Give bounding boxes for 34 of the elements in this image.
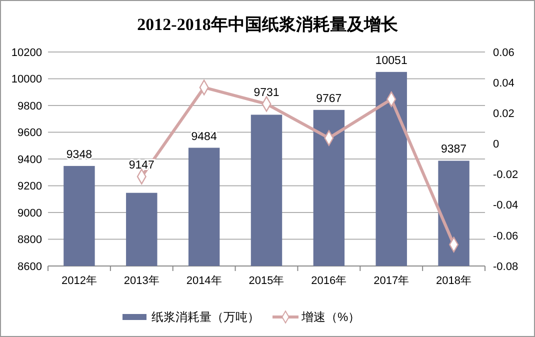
text: 9484 bbox=[191, 130, 217, 143]
y-tick-label: 10000 bbox=[11, 74, 42, 86]
y-tick-label: 9800 bbox=[18, 100, 42, 112]
x-tick-label: 2014年 bbox=[186, 275, 222, 287]
text: 9348 bbox=[66, 148, 92, 161]
y-tick-label: 9400 bbox=[18, 154, 42, 166]
y2-tick-label: -0.06 bbox=[493, 230, 518, 242]
y-tick-label: 9600 bbox=[18, 127, 42, 140]
y-tick-label: 8600 bbox=[18, 260, 42, 273]
x-tick-label: 2013年 bbox=[124, 275, 160, 287]
x-tick-label: 2015年 bbox=[248, 275, 284, 287]
y-tick-label: 9000 bbox=[18, 207, 42, 220]
y-tick-label: 8800 bbox=[18, 234, 42, 246]
y2-tick-label: 0.02 bbox=[493, 108, 514, 120]
legend-label: 纸浆消耗量（万吨） bbox=[152, 310, 260, 324]
y-tick-label: 9200 bbox=[18, 180, 42, 193]
text: 9767 bbox=[316, 92, 342, 105]
x-tick-label: 2016年 bbox=[311, 275, 347, 287]
y-tick-label: 10200 bbox=[11, 46, 42, 59]
y2-tick-label: -0.02 bbox=[493, 169, 518, 182]
y2-tick-label: -0.04 bbox=[493, 200, 518, 212]
x-tick-label: 2012年 bbox=[61, 275, 97, 287]
text: 9147 bbox=[128, 160, 154, 172]
text: 10051 bbox=[375, 54, 408, 67]
x-tick-label: 2018年 bbox=[436, 275, 472, 287]
text: 9387 bbox=[440, 144, 467, 156]
legend-label: 增速（%） bbox=[300, 310, 360, 324]
chart-title: 2012-2018年中国纸浆消耗量及增长 bbox=[137, 15, 399, 34]
y2-tick-label: 0 bbox=[493, 138, 500, 151]
y2-tick-label: 0.04 bbox=[493, 77, 514, 90]
y2-tick-label: 0.06 bbox=[493, 46, 514, 59]
text: 9731 bbox=[254, 86, 280, 99]
x-tick-label: 2017年 bbox=[374, 275, 410, 287]
y2-tick-label: -0.08 bbox=[493, 260, 518, 273]
